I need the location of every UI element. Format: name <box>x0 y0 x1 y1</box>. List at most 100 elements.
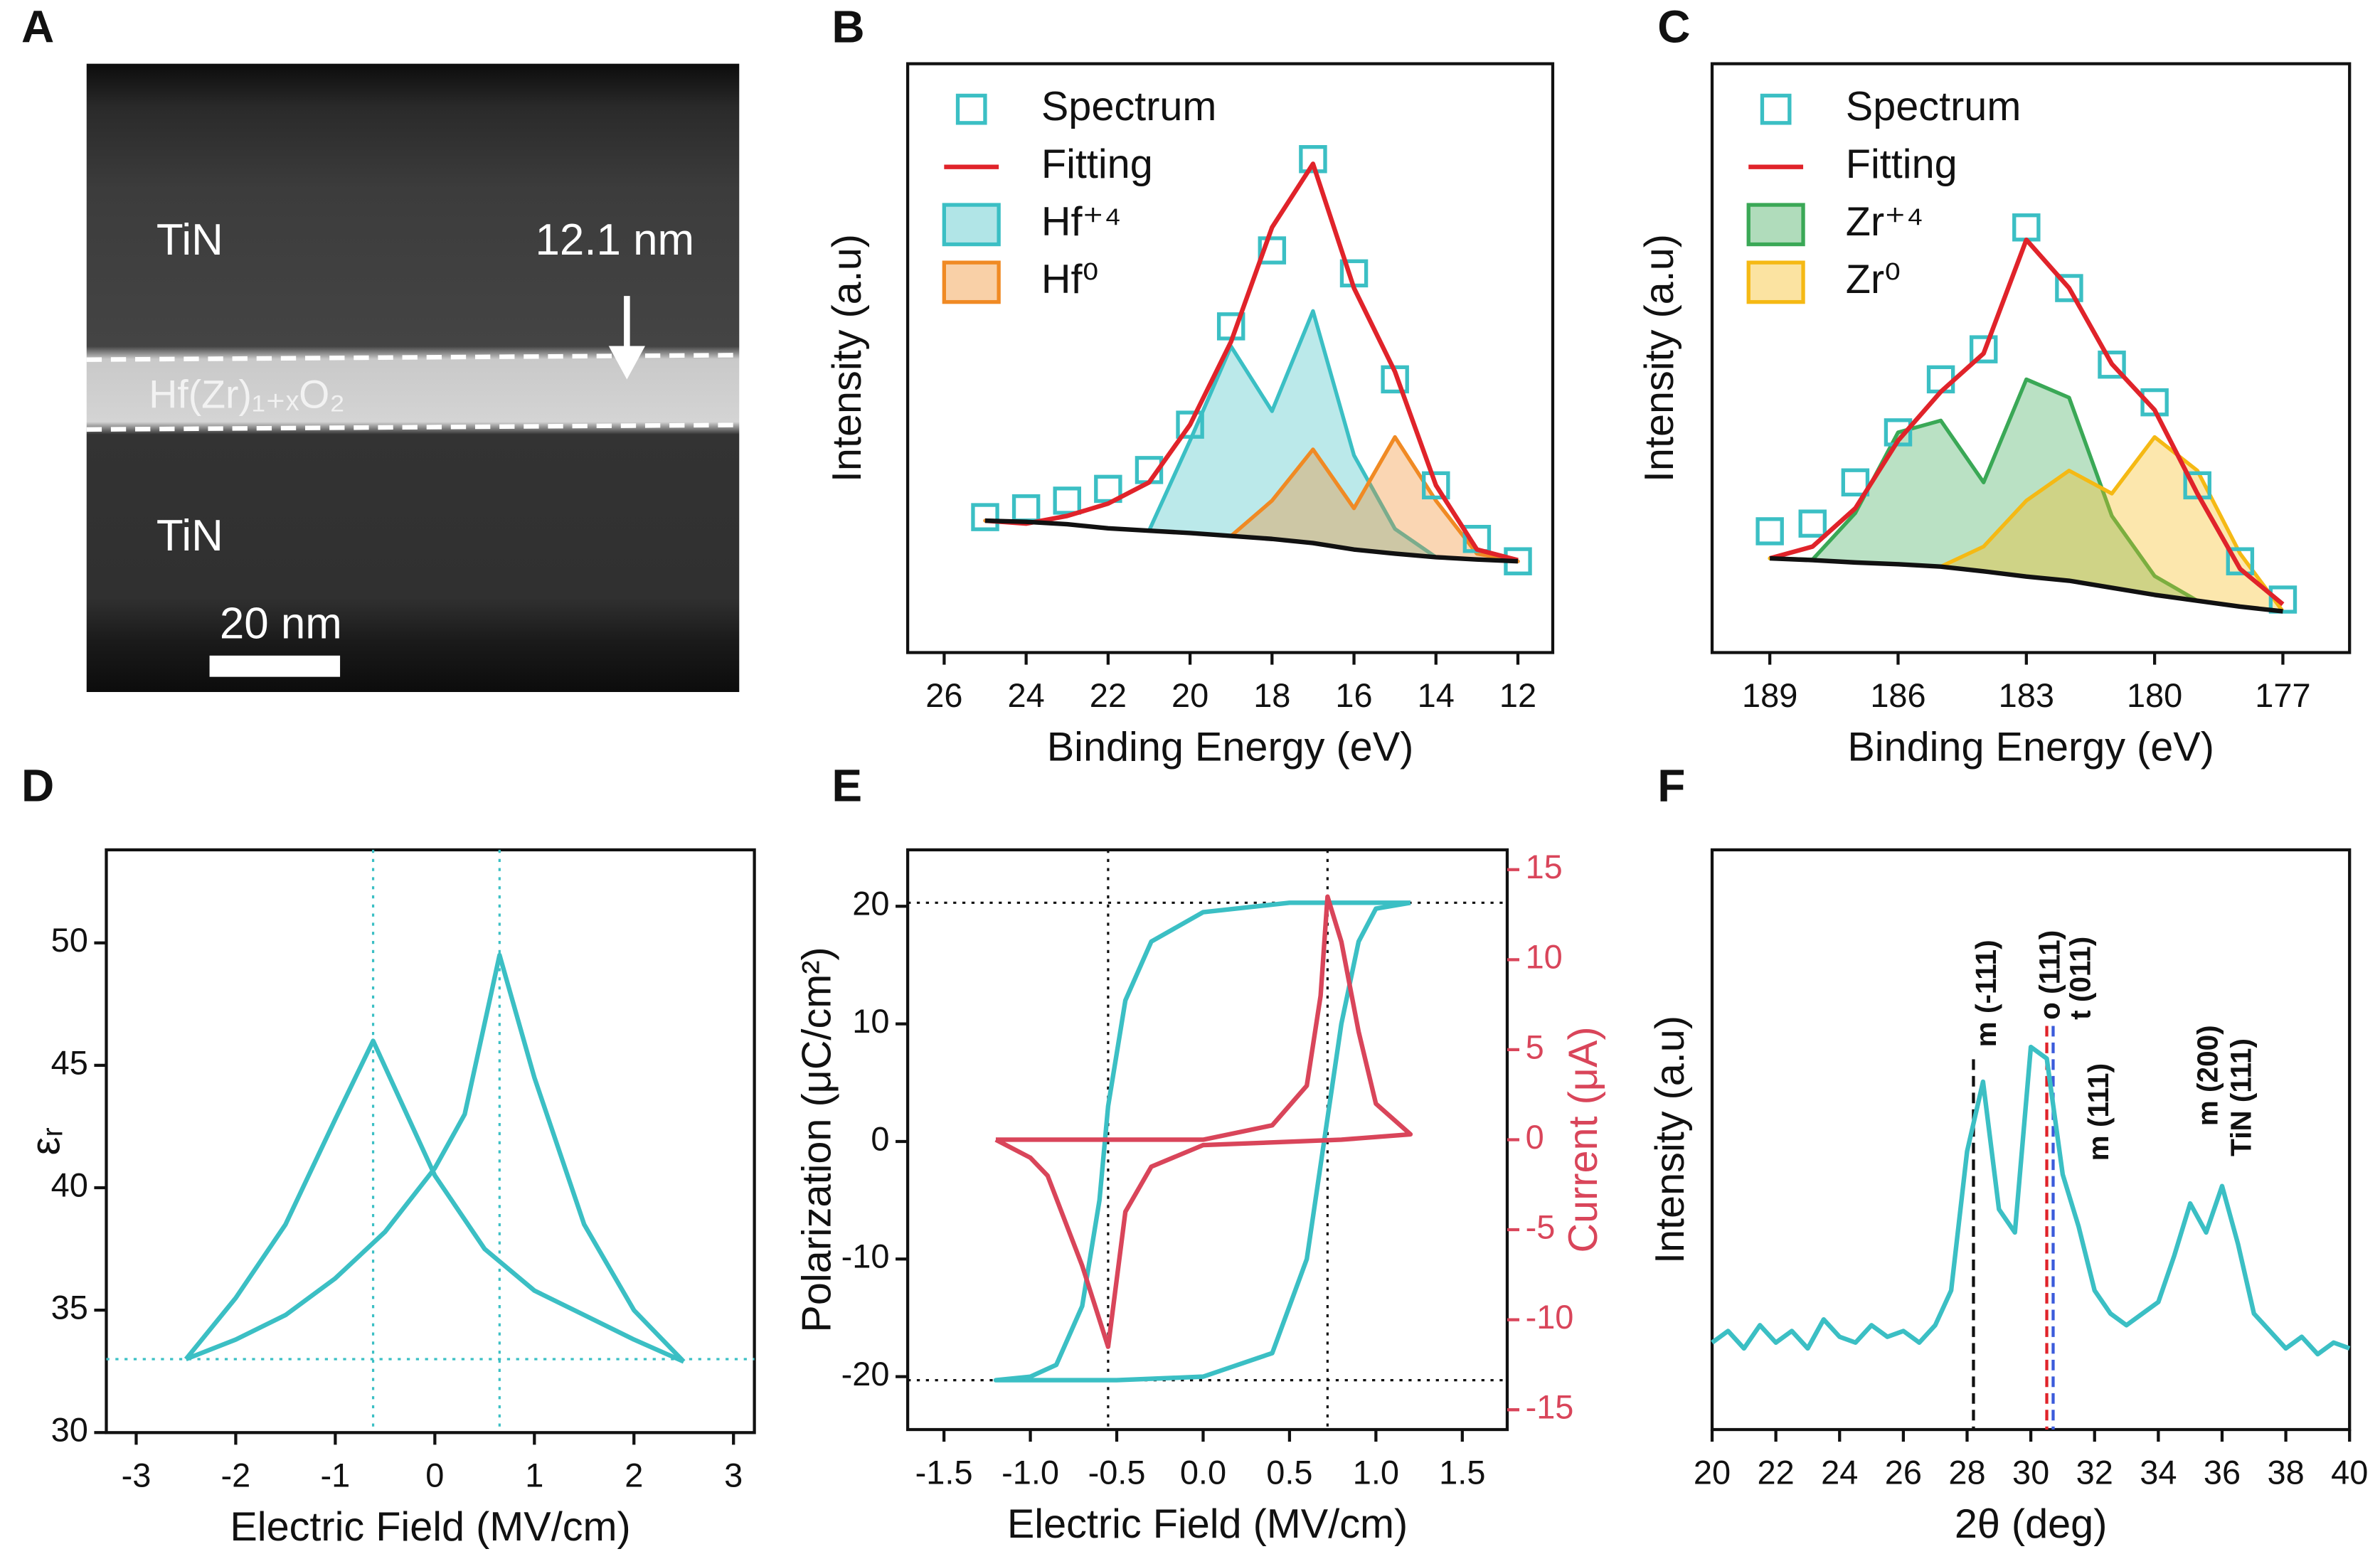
legend-label: Zr⁰ <box>1846 257 1901 302</box>
data-line <box>1711 1044 2351 1357</box>
spectrum-marker <box>2012 213 2041 242</box>
x-tick-label: 2 <box>625 1457 643 1494</box>
x-tick-label: 32 <box>2076 1454 2113 1491</box>
y-tick-label: 10 <box>852 1003 889 1040</box>
x-tick-label: 0 <box>425 1457 444 1494</box>
x-tick-label: 40 <box>2331 1454 2368 1491</box>
y2-tick-label: -15 <box>1526 1389 1574 1426</box>
data-line <box>984 518 1519 564</box>
x-tick-label: -1.0 <box>1002 1454 1059 1491</box>
y2-tick-label: 5 <box>1526 1028 1544 1065</box>
y2-tick-label: -5 <box>1526 1208 1556 1245</box>
legend-label: Fitting <box>1041 142 1153 187</box>
legend-label: Spectrum <box>1846 84 2022 129</box>
panel-letter: F <box>1657 760 1685 811</box>
x-tick-label: 1.0 <box>1353 1454 1399 1491</box>
x-tick-label: 22 <box>1758 1454 1795 1491</box>
x-tick-label: -3 <box>122 1457 152 1494</box>
data-line <box>1769 237 2285 607</box>
data-line <box>993 900 1411 1383</box>
x-tick-label: 26 <box>925 677 962 714</box>
y-axis-label: εᵣ <box>23 1127 69 1156</box>
x-tick-label: 30 <box>2012 1454 2049 1491</box>
x-tick-label: 20 <box>1694 1454 1731 1491</box>
spectrum-marker <box>1969 335 1998 363</box>
spectrum-marker <box>1755 517 1784 546</box>
y-tick-label: 30 <box>51 1412 88 1449</box>
x-tick-label: 189 <box>1742 677 1797 714</box>
x-tick-label: 18 <box>1253 677 1290 714</box>
arrow-head <box>608 346 645 380</box>
data-line <box>184 1038 685 1364</box>
plot-frame <box>1710 62 2352 654</box>
legend-label: Hf⁰ <box>1041 257 1099 302</box>
panel-letter: E <box>832 760 862 811</box>
spectrum-marker <box>2226 547 2255 575</box>
y2-tick-label: 0 <box>1526 1119 1544 1156</box>
data-line <box>185 952 686 1363</box>
peak-label: m (-111) <box>1970 940 2002 1047</box>
y-tick-label: -10 <box>841 1238 890 1275</box>
spectrum-marker <box>1422 471 1450 500</box>
y-tick-label: 45 <box>51 1044 88 1081</box>
x-tick-label: 20 <box>1172 677 1208 714</box>
panel-letter: B <box>832 1 864 53</box>
x-tick-label: 3 <box>724 1457 743 1494</box>
peak-label: m (200) <box>2192 1025 2224 1126</box>
y2-axis-label: Current (μA) <box>1561 1026 1606 1252</box>
data-line <box>984 161 1519 563</box>
x-tick-label: -1 <box>321 1457 351 1494</box>
x-axis-label: Electric Field (MV/cm) <box>1007 1501 1408 1547</box>
image-label: TiN <box>156 215 223 265</box>
x-tick-label: 186 <box>1870 677 1925 714</box>
spectrum-marker <box>1053 486 1081 515</box>
micrograph <box>86 63 740 693</box>
x-axis-label: 2θ (deg) <box>1955 1501 2108 1547</box>
spectrum-marker <box>1258 236 1287 265</box>
y-axis-label: Intensity (a.u) <box>1637 234 1682 482</box>
x-axis-label: Binding Energy (eV) <box>1847 724 2214 770</box>
x-tick-label: 0.5 <box>1266 1454 1312 1491</box>
y-tick-label: 0 <box>871 1120 889 1157</box>
x-tick-label: 38 <box>2267 1454 2304 1491</box>
image-label: TiN <box>156 511 223 560</box>
panel-letter: D <box>21 760 54 811</box>
x-tick-label: 34 <box>2140 1454 2177 1491</box>
y2-tick-label: -10 <box>1526 1299 1574 1336</box>
legend-swatch <box>942 203 1001 247</box>
y-tick-label: 40 <box>51 1166 88 1203</box>
x-tick-label: 28 <box>1948 1454 1985 1491</box>
y-axis-label: Intensity (a.u) <box>1647 1016 1693 1264</box>
legend-swatch <box>1746 203 1805 247</box>
y-axis-label: Polarization (μC/cm²) <box>795 947 840 1332</box>
spectrum-marker <box>1094 474 1122 504</box>
legend-label: Spectrum <box>1041 84 1217 129</box>
legend-label: Hf⁺⁴ <box>1041 199 1122 245</box>
x-tick-label: 24 <box>1008 677 1045 714</box>
x-tick-label: 14 <box>1418 677 1455 714</box>
peak-label: o (111) <box>2034 930 2066 1020</box>
plot-frame <box>905 62 1555 654</box>
x-tick-label: 1 <box>525 1457 543 1494</box>
image-label: 12.1 nm <box>536 215 695 265</box>
image-label: Hf(Zr)₁₊ₓO₂ <box>149 373 345 417</box>
legend-swatch <box>942 260 1001 304</box>
spectrum-marker <box>1841 468 1870 497</box>
spectrum-marker <box>1926 365 1955 394</box>
image-label: 20 nm <box>220 600 342 649</box>
x-tick-label: 26 <box>1885 1454 1922 1491</box>
x-tick-label: 177 <box>2255 677 2310 714</box>
spectrum-marker <box>971 503 999 531</box>
scale-bar <box>209 655 341 677</box>
data-line <box>1770 555 2283 614</box>
peak-label: t (011) <box>2063 937 2096 1020</box>
spectrum-marker <box>2098 350 2126 379</box>
legend-marker <box>1760 93 1792 125</box>
legend-marker <box>955 93 987 125</box>
x-tick-label: 1.5 <box>1439 1454 1485 1491</box>
x-tick-label: -2 <box>221 1457 251 1494</box>
x-tick-label: 22 <box>1090 677 1127 714</box>
y-tick-label: 20 <box>852 885 889 922</box>
x-tick-label: 180 <box>2127 677 2182 714</box>
